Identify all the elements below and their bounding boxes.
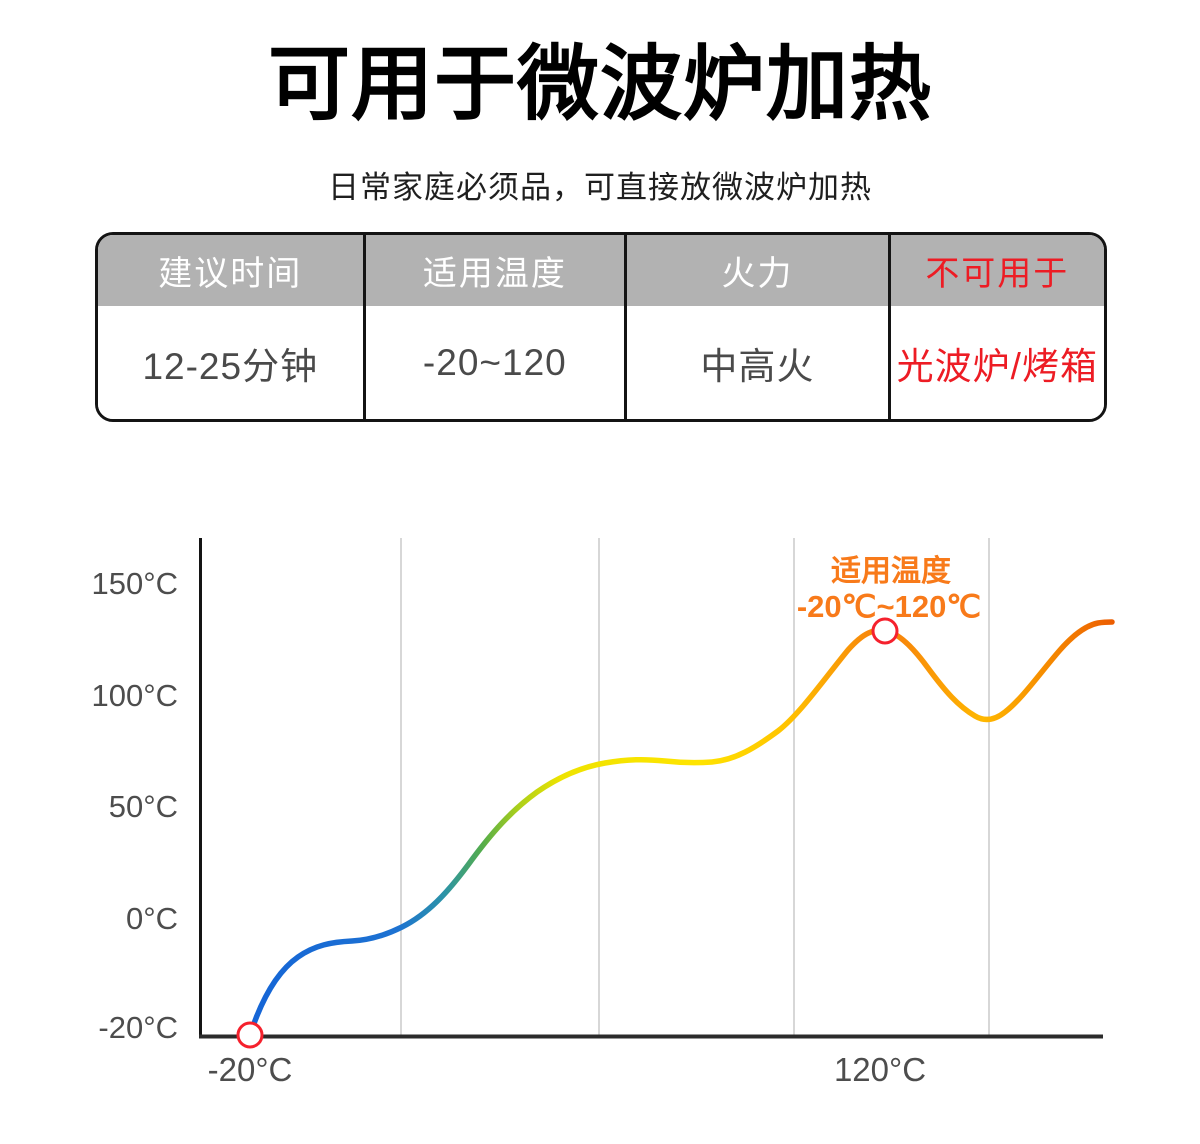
value-cell-heat-level: 中高火: [624, 306, 888, 419]
annotation-range: -20℃~120℃: [797, 589, 981, 624]
y-axis-label-150: 150°C: [91, 566, 178, 601]
header-cell-not-usable-for: 不可用于: [887, 235, 1104, 306]
page-title: 可用于微波炉加热: [267, 39, 932, 130]
y-axis-label-100: 100°C: [91, 678, 178, 713]
header-cell-applicable-temperature: 适用温度: [362, 235, 625, 306]
marker-circle-peak: [871, 617, 899, 645]
value-cell-suggested-time: 12-25分钟: [98, 306, 363, 419]
x-axis-labels: -20°C 120°C: [208, 1051, 926, 1088]
value-cell-applicable-temperature: -20~120: [362, 306, 625, 419]
header-cell-suggested-time: 建议时间: [98, 235, 363, 306]
temperature-chart-svg: 适用温度 -20℃~120℃ 150°C 100°C 50°C 0°C -20°…: [91, 538, 1115, 1088]
x-axis-label-120: 120°C: [834, 1051, 926, 1088]
y-axis-label-neg20: -20°C: [98, 1010, 178, 1045]
y-axis-label-0: 0°C: [126, 901, 178, 936]
temperature-chart: 适用温度 -20℃~120℃ 150°C 100°C 50°C 0°C -20°…: [0, 520, 1200, 1139]
marker-circle-start: [236, 1021, 264, 1049]
annotation-title: 适用温度: [831, 555, 951, 588]
y-axis-label-50: 50°C: [109, 789, 178, 824]
y-axis-labels: 150°C 100°C 50°C 0°C -20°C: [91, 566, 178, 1045]
temperature-curve: [247, 619, 1115, 1038]
grid-lines: [400, 538, 990, 1036]
header-cell-heat-level: 火力: [624, 235, 888, 306]
page-subtitle: 日常家庭必须品，可直接放微波炉加热: [328, 170, 872, 205]
x-axis-label-neg20: -20°C: [208, 1051, 293, 1088]
spec-table: 建议时间 适用温度 火力 不可用于 12-25分钟 -20~120 中高火 光波…: [95, 232, 1107, 422]
value-cell-not-usable-for: 光波炉/烤箱: [887, 306, 1104, 419]
